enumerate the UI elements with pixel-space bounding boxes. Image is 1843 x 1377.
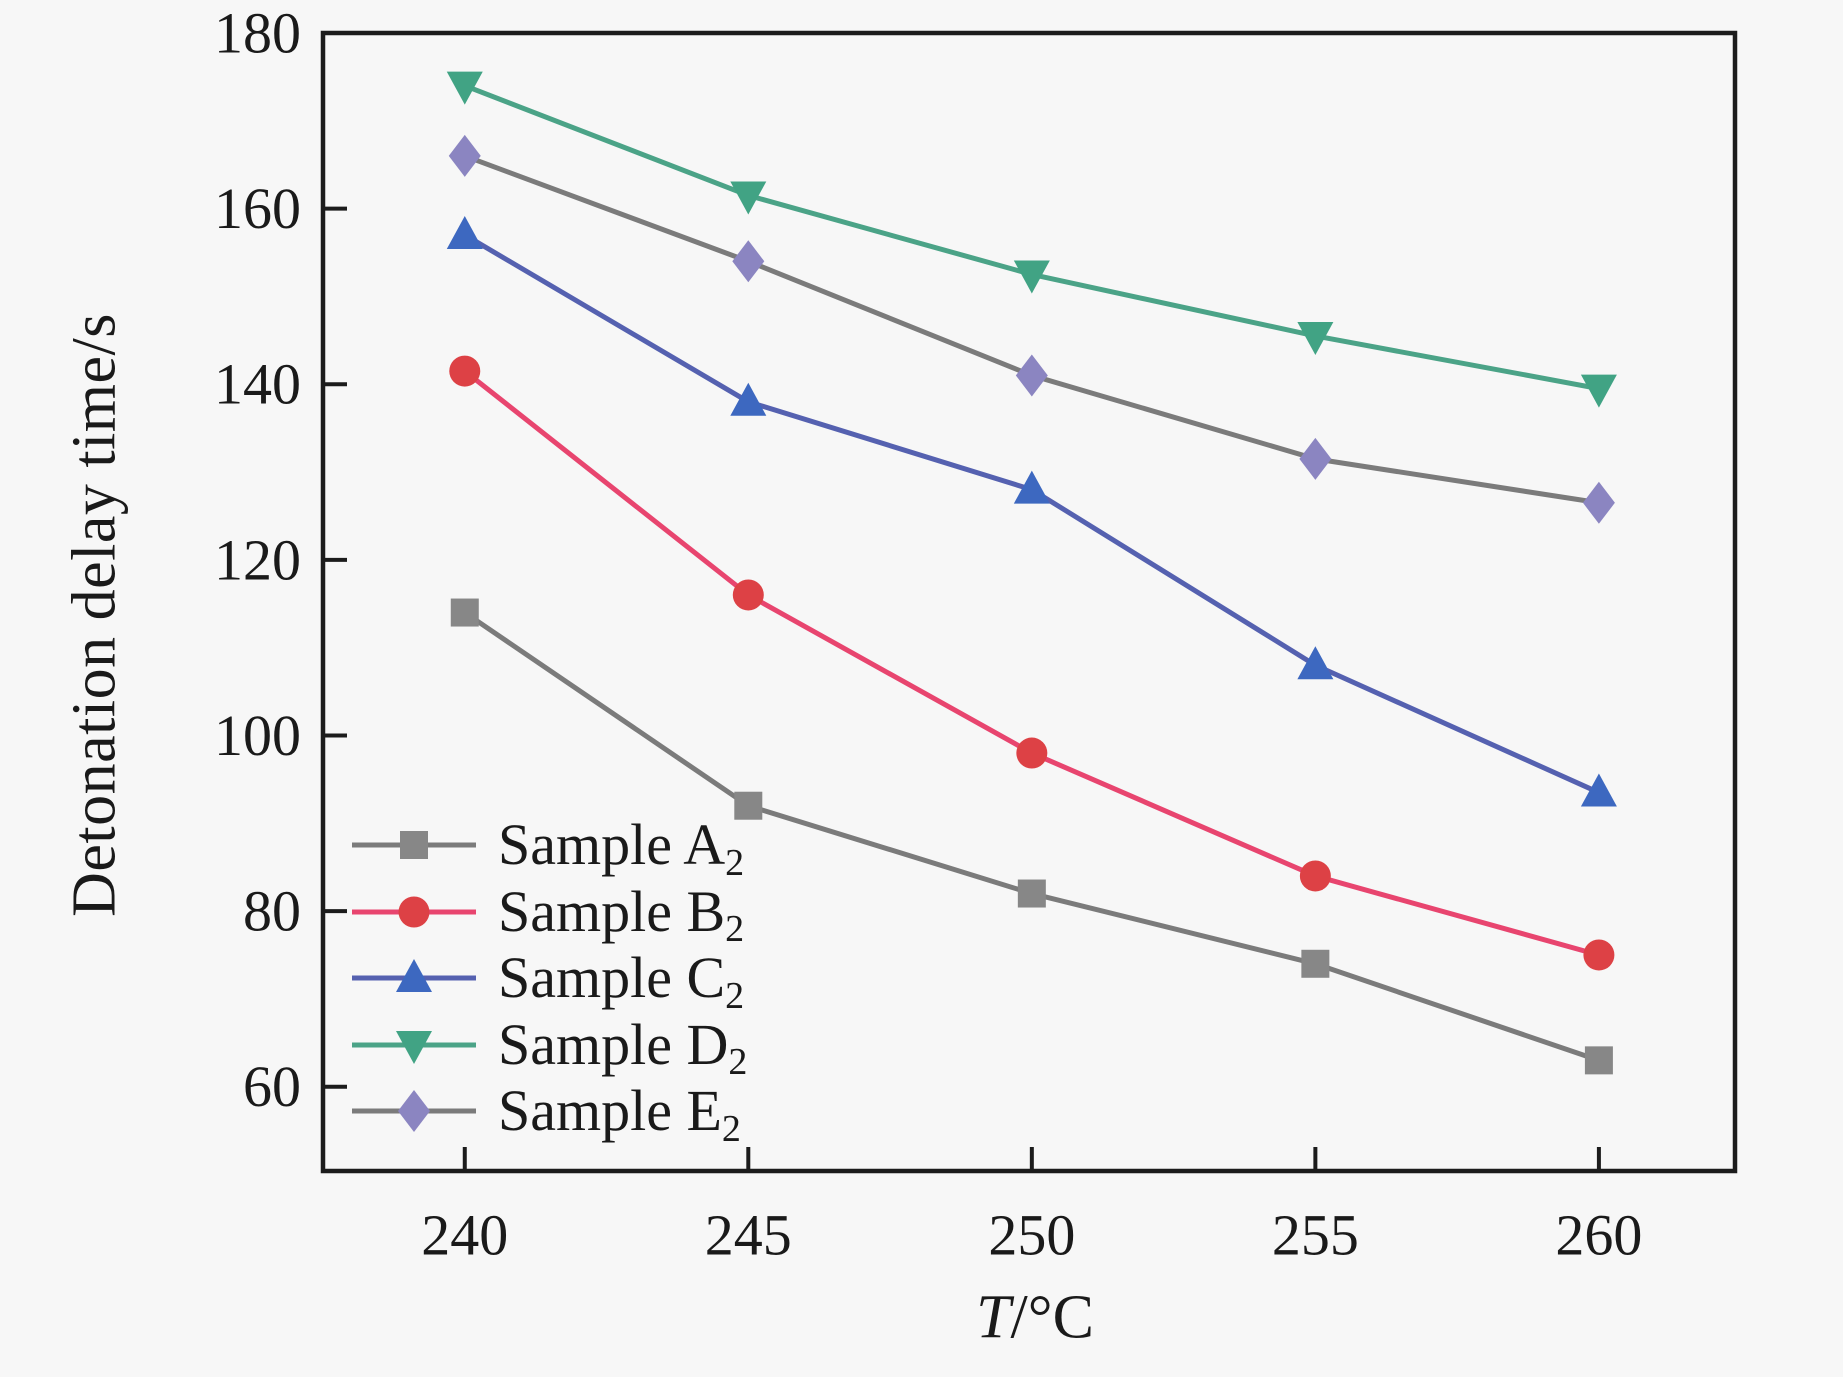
series-line (463, 232, 1600, 795)
marker-triangle-down (730, 181, 767, 215)
legend-label-sample-b2: Sample B2 (498, 878, 745, 951)
x-tick-label: 240 (421, 1203, 508, 1268)
marker-diamond (1015, 354, 1048, 397)
marker-triangle-up (396, 959, 432, 993)
series-line (463, 83, 1600, 392)
legend: Sample A2 Sample B2 Sample C2 Sample D2 … (350, 812, 748, 1150)
y-tick-label: 100 (214, 703, 301, 768)
series-sample-d (446, 71, 1617, 408)
marker-diamond (448, 134, 481, 177)
y-tick-label: 160 (214, 176, 301, 241)
marker-circle (449, 355, 481, 387)
marker-square (734, 791, 763, 820)
marker-square (1017, 879, 1046, 908)
marker-circle (1299, 860, 1331, 892)
legend-marker-diamond-icon (352, 1090, 476, 1133)
marker-square (450, 598, 479, 627)
marker-triangle-down (396, 1030, 432, 1064)
x-tick-label: 255 (1272, 1203, 1359, 1268)
marker-triangle-down (1297, 321, 1334, 355)
y-tick-label: 120 (214, 527, 301, 592)
legend-marker-circle-icon (352, 896, 476, 928)
marker-triangle-up (730, 382, 767, 416)
y-tick-label: 60 (243, 1054, 301, 1119)
series-sample-b (449, 355, 1615, 971)
legend-item-sample-e2: Sample E2 (350, 1078, 747, 1150)
x-axis-title: T/°C (976, 1283, 1094, 1354)
marker-circle (1016, 737, 1048, 769)
marker-square (1301, 949, 1330, 978)
marker-triangle-down (1580, 374, 1617, 408)
marker-triangle-down (446, 71, 483, 105)
plot-frame (320, 30, 1738, 1174)
legend-label-sample-c2: Sample C2 (498, 945, 745, 1017)
marker-circle (398, 896, 430, 928)
marker-square (400, 831, 428, 860)
legend-label-sample-d2: Sample D2 (498, 1011, 748, 1084)
series-sample-e (448, 134, 1615, 524)
legend-label-sample-a2: Sample A2 (498, 812, 745, 884)
marker-square (1584, 1046, 1613, 1075)
legend-item-sample-b2: Sample B2 (350, 878, 747, 951)
x-axis-variable: T (976, 1283, 1011, 1352)
x-tick-label: 250 (988, 1203, 1075, 1268)
y-tick-label: 140 (214, 352, 301, 417)
y-axis-title: Detonation delay time/s (60, 313, 129, 917)
marker-triangle-up (1580, 773, 1617, 807)
marker-triangle-up (446, 215, 483, 249)
x-axis-unit: /°C (1010, 1283, 1094, 1352)
legend-marker-square-icon (352, 831, 476, 860)
series-sample-c (446, 215, 1617, 807)
y-tick-label: 80 (243, 879, 301, 944)
marker-circle (732, 579, 764, 611)
marker-diamond (732, 240, 765, 283)
marker-circle (1583, 939, 1615, 971)
x-tick-label: 260 (1555, 1203, 1642, 1268)
marker-diamond (1582, 481, 1615, 524)
legend-label-sample-e2: Sample E2 (498, 1078, 741, 1150)
legend-item-sample-d2: Sample D2 (350, 1011, 748, 1084)
legend-marker-triangle-up-icon (352, 959, 476, 993)
x-tick-label: 245 (705, 1203, 792, 1268)
marker-diamond (398, 1090, 430, 1133)
legend-item-sample-a2: Sample A2 (350, 812, 747, 884)
marker-triangle-down (1013, 260, 1050, 294)
y-tick-label: 180 (214, 1, 301, 66)
series-sample-a (450, 598, 1613, 1075)
series-line (463, 153, 1600, 506)
marker-diamond (1299, 437, 1332, 480)
marker-triangle-up (1013, 470, 1050, 504)
marker-triangle-up (1297, 646, 1334, 680)
legend-item-sample-c2: Sample C2 (350, 945, 747, 1017)
legend-marker-triangle-down-icon (352, 1030, 476, 1064)
